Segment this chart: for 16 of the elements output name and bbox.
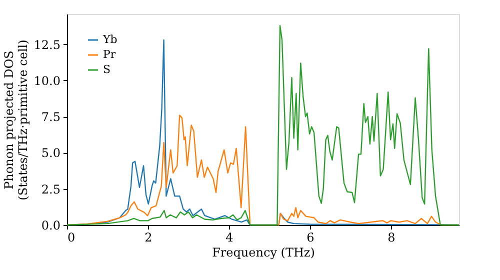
x-tick-label: 6: [306, 230, 314, 244]
legend-label: Yb: [102, 33, 118, 46]
x-tick-label: 2: [144, 230, 152, 244]
y-tick-label: 7.5: [41, 110, 60, 124]
y-tick-label: 0.0: [41, 218, 60, 232]
y-axis-title: Phonon projected DOS (States/THz·primitive cell): [2, 40, 30, 200]
legend-label: S: [103, 63, 111, 76]
x-axis-title: Frequency (THz): [212, 246, 315, 260]
y-tick-label: 12.5: [34, 38, 60, 52]
y-tick-label: 5.0: [41, 146, 60, 160]
x-tick-label: 8: [388, 230, 396, 244]
y-tick-label: 10.0: [34, 74, 60, 88]
x-tick-label: 4: [226, 230, 234, 244]
y-tick-label: 2.5: [41, 182, 60, 196]
legend-label: Pr: [103, 48, 116, 61]
x-tick-label: 0: [68, 230, 76, 244]
